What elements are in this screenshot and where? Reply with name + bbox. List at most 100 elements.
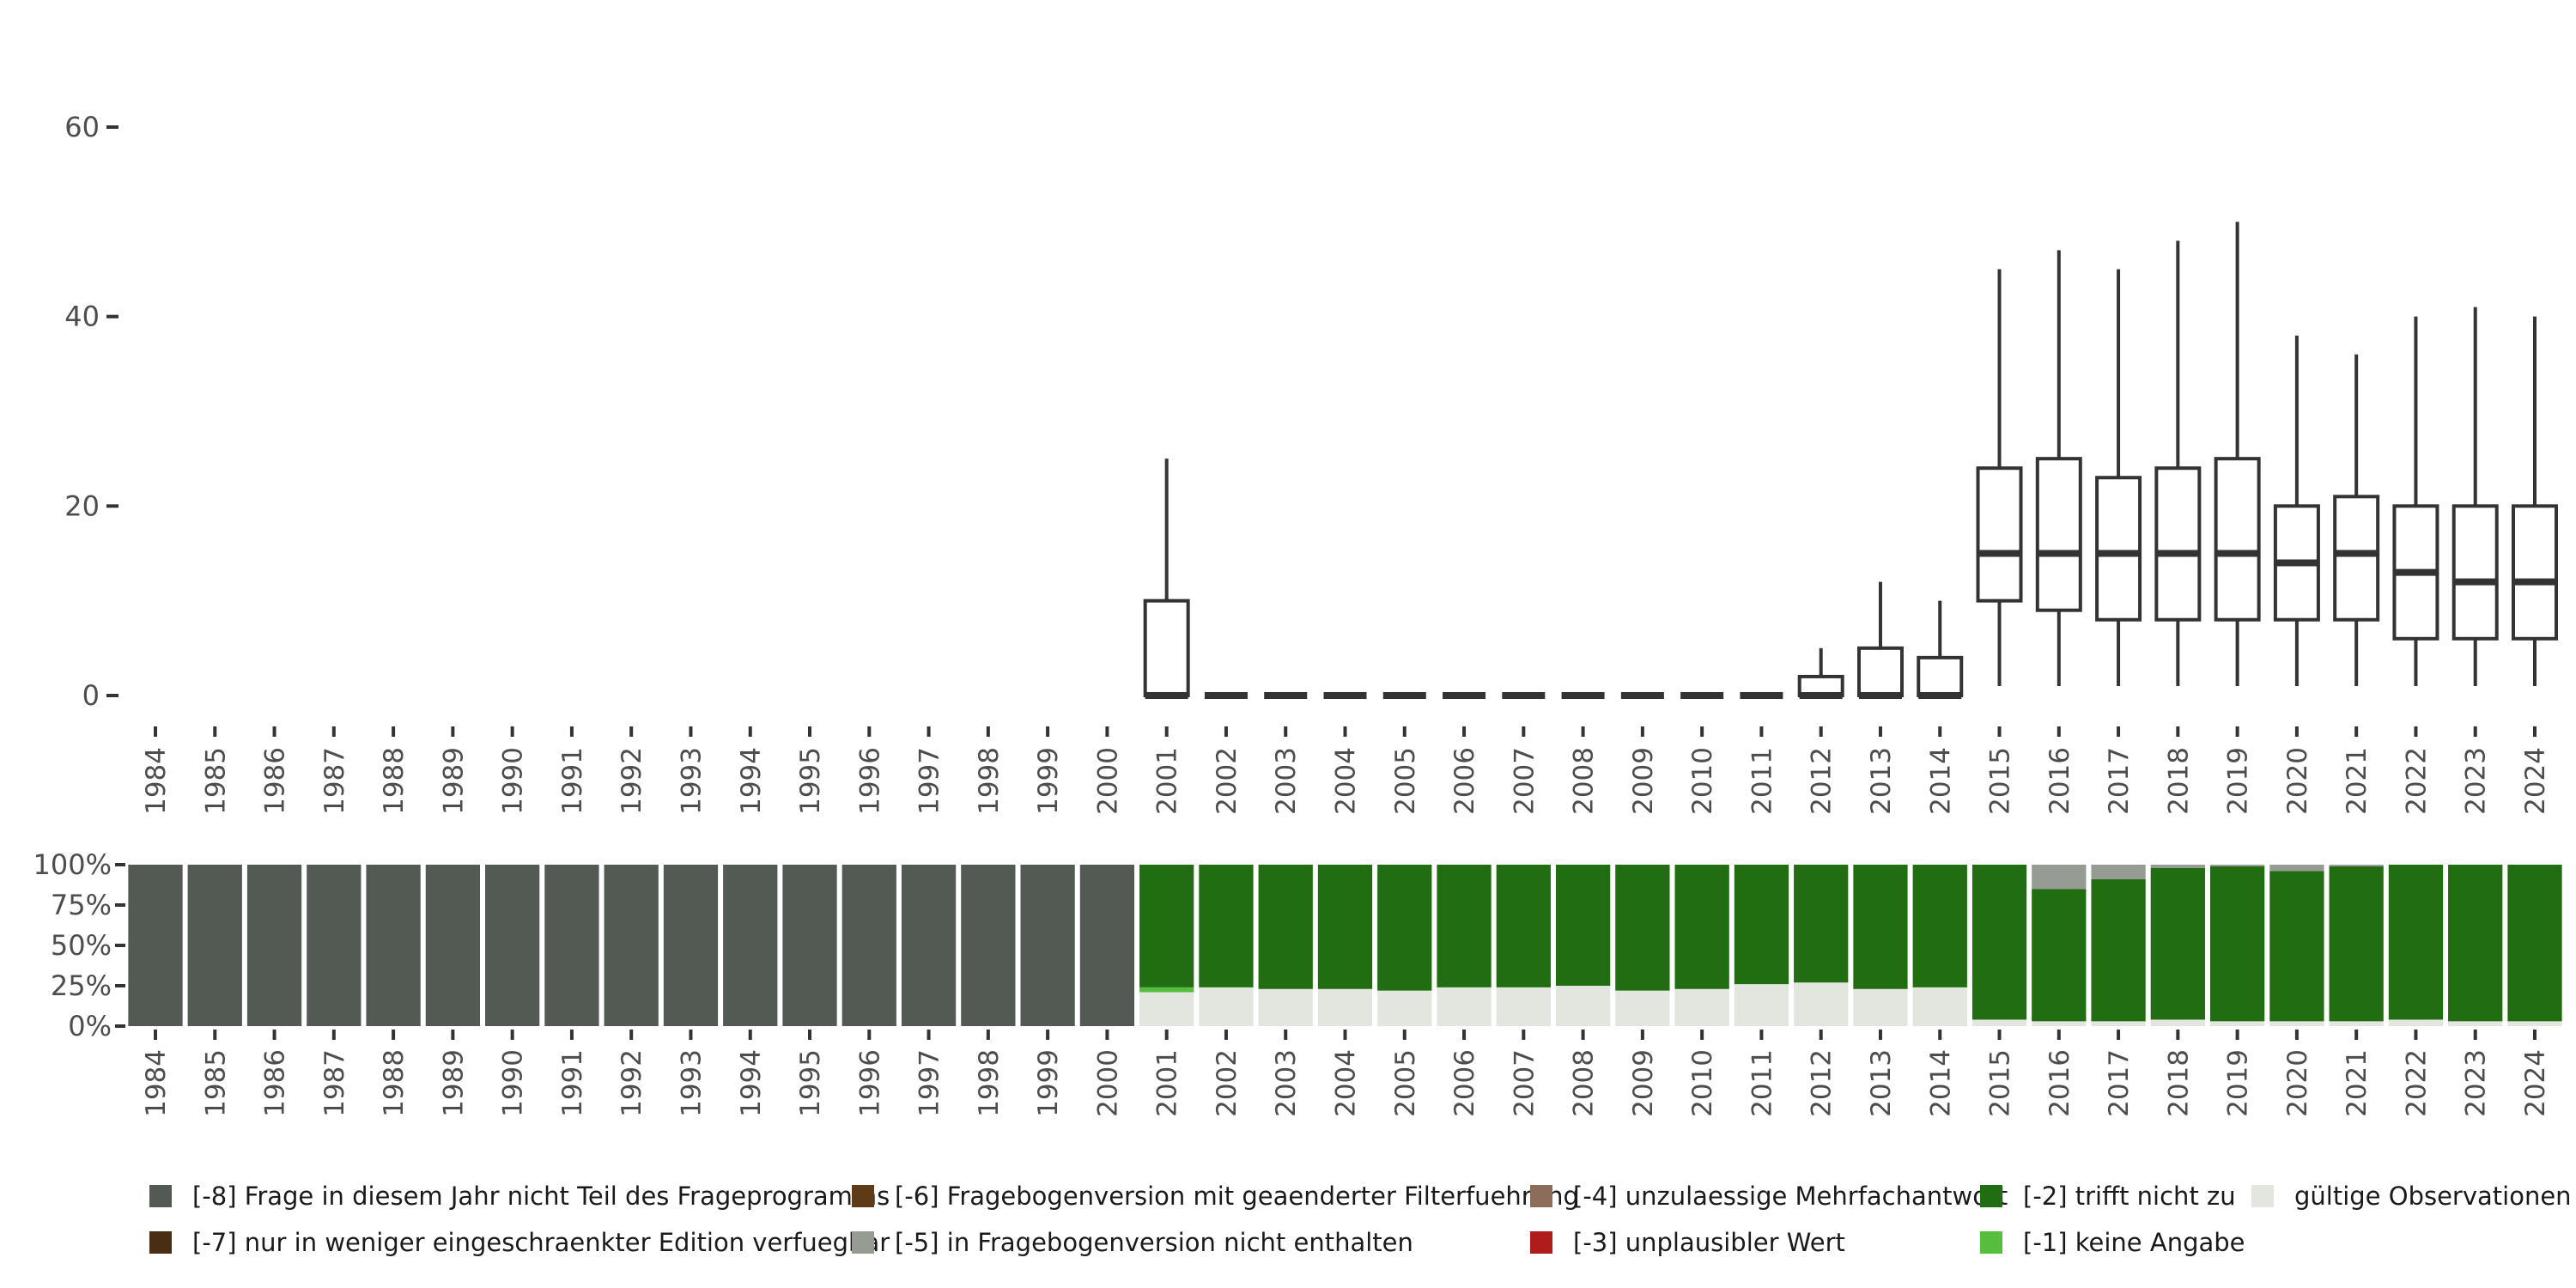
bar-segment-m2 [2329,866,2384,1022]
x-tick-label: 2024 [2520,1049,2551,1117]
y-tick-label: 100% [33,848,112,881]
box-2019 [2214,222,2261,686]
x-tick-label: 2000 [1092,747,1123,815]
bar-1992 [604,865,659,1026]
x-tick-label: 1995 [795,1049,826,1117]
x-tick-label: 2023 [2461,747,2492,815]
y-tick-label: 0% [68,1010,112,1042]
bar-segment-m8 [961,865,1016,1026]
bar-segment-valid [1377,990,1432,1026]
bar-2010 [1674,865,1729,1026]
box-iqr [2451,504,2499,641]
bar-2013 [1853,865,1908,1026]
bar-segment-m2 [1258,865,1313,989]
x-tick-label: 1987 [319,747,350,815]
box-2024 [2512,316,2558,686]
bar-segment-m8 [187,865,242,1026]
bar-segment-m8 [604,865,659,1026]
x-tick-label: 1995 [795,747,826,815]
bar-segment-m2 [1377,865,1432,991]
y-tick-label: 0 [82,679,100,712]
legend-label: [-6] Fragebogenversion mit geaenderter F… [895,1182,1579,1211]
x-tick-label: 2009 [1628,747,1659,815]
bar-1988 [366,865,421,1026]
x-tick-label: 2003 [1271,747,1302,815]
x-tick-label: 2005 [1390,747,1421,815]
box-2021 [2333,354,2380,686]
bar-segment-m2 [2507,865,2562,1022]
bar-segment-valid [1912,987,1967,1026]
x-tick-label: 2005 [1390,1049,1421,1117]
box-2013 [1856,581,1904,699]
x-tick-label: 2002 [1212,1049,1242,1117]
box-2018 [2154,240,2202,686]
bar-2006 [1437,865,1492,1026]
legend-swatch [2251,1185,2274,1207]
x-tick-label: 1989 [438,747,469,815]
bar-segment-m2 [2209,866,2265,1022]
bar-1994 [723,865,778,1026]
bar-segment-valid [1258,988,1313,1026]
bar-segment-m2 [2448,865,2503,1022]
bar-segment-m8 [425,865,481,1026]
x-tick-label: 2019 [2223,747,2254,815]
x-tick-label: 1999 [1033,1049,1064,1117]
bar-segment-m5 [2209,865,2265,866]
box-2020 [2273,335,2320,686]
x-tick-label: 1993 [676,1049,707,1117]
bar-segment-valid [1615,990,1670,1026]
x-tick-label: 2010 [1687,1049,1718,1117]
x-tick-label: 2020 [2282,747,2313,815]
bar-segment-valid [2150,1019,2205,1026]
bar-2002 [1199,865,1254,1026]
box-2017 [2095,269,2142,686]
box-iqr [1856,646,1904,697]
bar-segment-valid [1674,988,1729,1026]
box-iqr [2095,476,2142,622]
bar-2007 [1496,865,1551,1026]
x-tick-label: 2008 [1569,747,1600,815]
bar-segment-m2 [1971,865,2027,1020]
box-2001 [1143,459,1190,699]
x-tick-label: 2009 [1628,1049,1659,1117]
x-tick-label: 2006 [1449,747,1480,815]
x-tick-label: 1984 [141,1049,172,1117]
x-tick-label: 1991 [557,747,588,815]
bar-2008 [1555,865,1611,1026]
bar-segment-m8 [1079,865,1135,1026]
x-tick-label: 2017 [2104,747,2135,815]
x-tick-label: 1998 [974,1049,1005,1117]
box-iqr [1917,655,1964,697]
bar-segment-m2 [1139,865,1194,987]
x-tick-label: 2022 [2401,747,2432,815]
x-tick-label: 1997 [914,747,945,815]
bar-segment-m2 [1912,865,1967,987]
bar-segment-m8 [485,865,540,1026]
box-2023 [2451,307,2499,686]
x-tick-label: 1994 [736,747,767,815]
box-iqr [2214,457,2261,622]
x-tick-label: 2013 [1866,747,1897,815]
bar-segment-m2 [2032,889,2087,1022]
bar-segment-valid [2448,1021,2503,1026]
legend-item-m2: [-2] trifft nicht zu [1980,1182,2236,1211]
legend-swatch [1980,1231,2002,1254]
bar-segment-m8 [246,865,302,1026]
bar-segment-valid [1139,992,1194,1026]
bar-segment-valid [2269,1021,2324,1026]
bar-segment-m8 [366,865,421,1026]
legend-swatch [149,1231,172,1254]
bar-segment-valid [2329,1021,2384,1026]
legend-swatch [1530,1231,1552,1254]
bar-segment-m8 [128,865,183,1026]
bar-2022 [2388,865,2444,1026]
x-tick-label: 2019 [2223,1049,2254,1117]
bar-segment-m8 [1020,865,1075,1026]
bar-segment-valid [1555,986,1611,1026]
x-tick-label: 2018 [2163,747,2194,815]
bar-segment-m5 [2269,865,2324,872]
legend-swatch [1530,1185,1552,1207]
bar-segment-valid [1853,988,1908,1026]
x-tick-label: 2011 [1747,1049,1777,1117]
x-tick-label: 2004 [1331,1049,1362,1117]
